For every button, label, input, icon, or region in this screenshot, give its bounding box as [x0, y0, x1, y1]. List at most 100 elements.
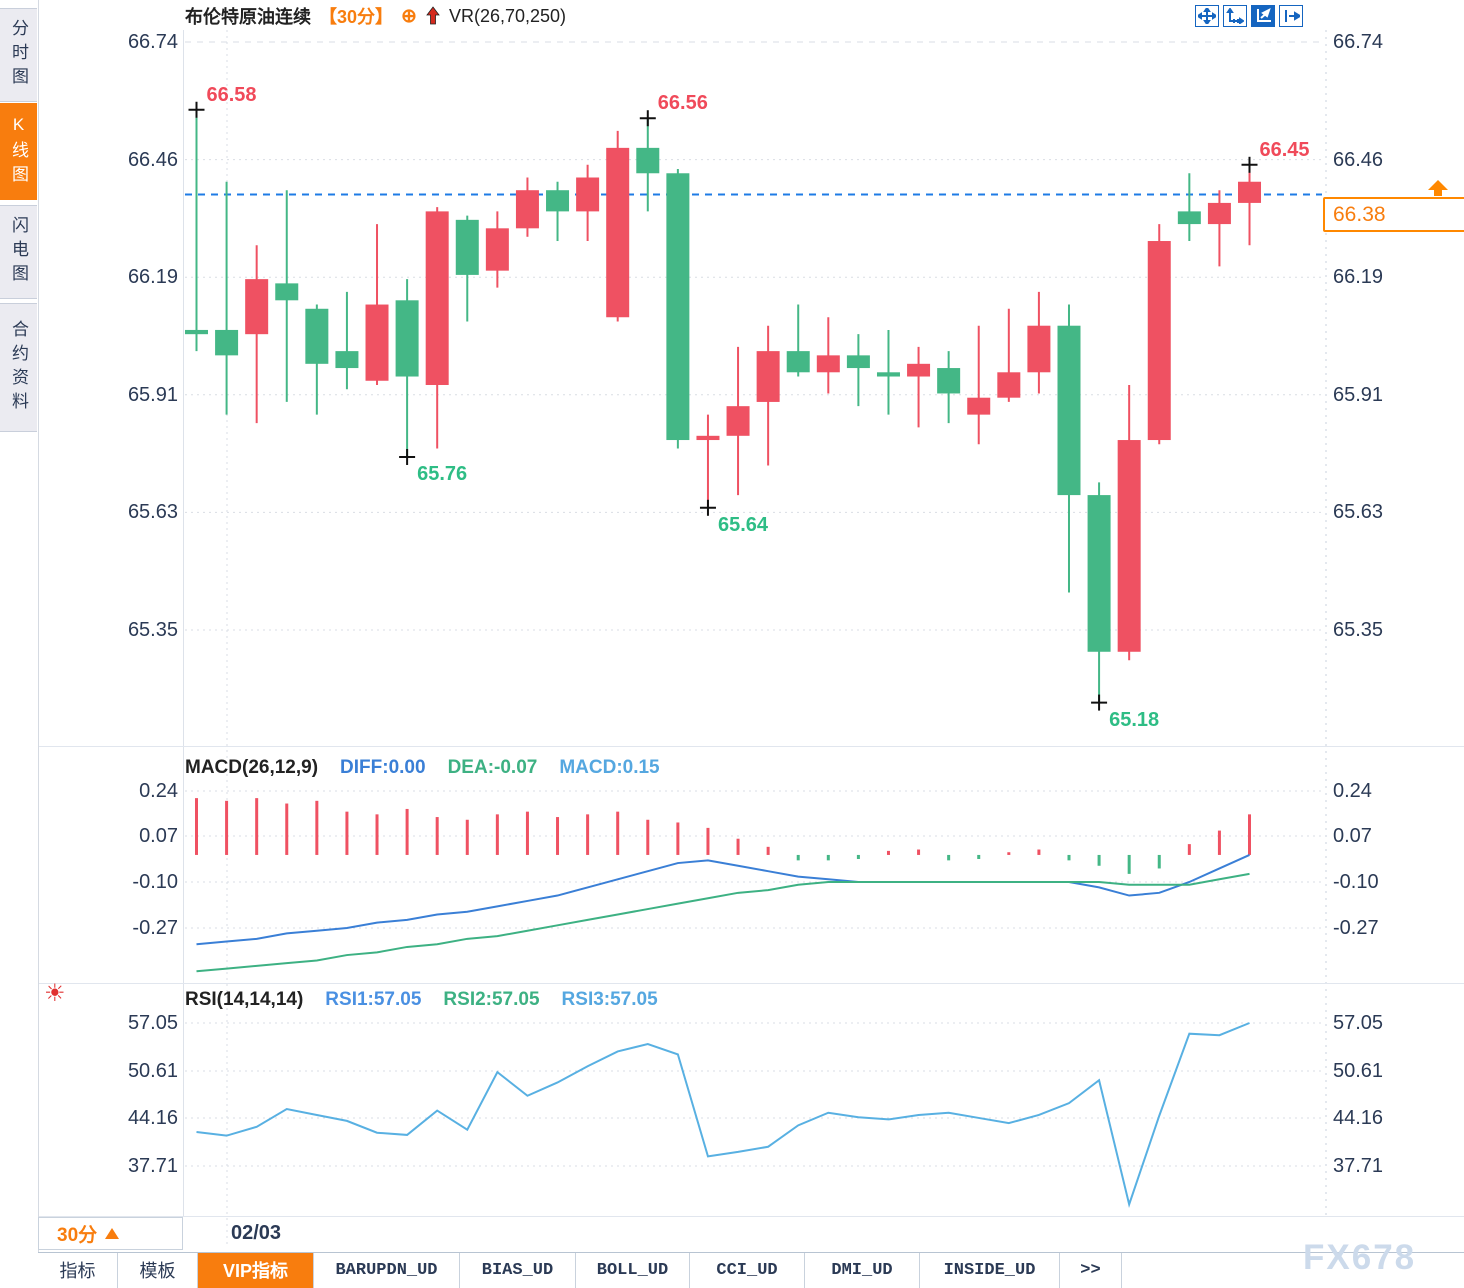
price-marker-arrow-icon	[1428, 180, 1448, 196]
candle-body	[185, 329, 208, 335]
rsi-axis-label: 50.61	[127, 1060, 178, 1082]
macd-title: MACD(26,12,9)	[185, 757, 319, 778]
rsi-axis-label: 37.71	[127, 1155, 178, 1177]
candle-body	[907, 363, 931, 377]
macd-axis-label: -0.10	[132, 871, 178, 893]
macd-axis-label: -0.27	[1333, 917, 1379, 939]
candle-body	[1117, 440, 1141, 652]
sidebar-tab-1[interactable]: K线图	[0, 103, 37, 200]
macd-axis-label: 0.24	[139, 780, 178, 802]
rsi-axis-label: 57.05	[127, 1012, 178, 1034]
pane-separator	[38, 983, 1464, 984]
price-extreme-label: 66.56	[657, 92, 708, 115]
rsi-title: RSI(14,14,14)	[185, 989, 304, 1010]
add-indicator-icon[interactable]: ⊕	[401, 5, 417, 27]
bottom-tab-3[interactable]: BARUPDN_UD	[314, 1253, 460, 1288]
pan-move-icon[interactable]	[1195, 5, 1219, 27]
candle-body	[1147, 241, 1171, 441]
bottom-tab-0[interactable]: 指标	[38, 1253, 118, 1288]
bottom-tab-8[interactable]: INSIDE_UD	[920, 1253, 1060, 1288]
candle-body	[546, 190, 570, 212]
candle-body	[726, 406, 750, 436]
chart-toolbar	[1195, 5, 1303, 27]
price-axis-label: 65.63	[127, 501, 178, 524]
collapse-panel-icon[interactable]	[1279, 5, 1303, 27]
candle-body	[455, 219, 479, 275]
candle-body	[1238, 181, 1262, 203]
macd-axis-label: 0.07	[1333, 825, 1372, 847]
candle-body	[215, 329, 239, 356]
hot-indicator-sun-icon[interactable]: ☀	[44, 980, 66, 1007]
watermark: FX678	[1303, 1238, 1417, 1277]
candle-body	[937, 368, 961, 394]
bottom-tab-5[interactable]: BOLL_UD	[576, 1253, 690, 1288]
candle-body	[696, 435, 720, 441]
macd-legend: MACD(26,12,9) DIFF:0.00 DEA:-0.07 MACD:0…	[185, 757, 660, 779]
candle-body	[967, 397, 991, 415]
candle-body	[1177, 211, 1201, 225]
candle-body	[515, 190, 539, 229]
bottom-tab-1[interactable]: 模板	[118, 1253, 198, 1288]
sidebar-tab-2[interactable]: 闪电图	[0, 205, 37, 299]
left-sidebar: 分时图 K线图闪电图合约资料	[0, 0, 39, 1288]
candle-body	[756, 351, 780, 402]
candle-body	[395, 300, 419, 377]
candle-body	[1027, 325, 1051, 373]
bottom-tab-7[interactable]: DMI_UD	[805, 1253, 920, 1288]
price-axis-label: 66.74	[127, 31, 178, 53]
candle-body	[1087, 495, 1111, 652]
rsi-axis-label: 57.05	[1333, 1012, 1384, 1034]
axis-zoom-icon[interactable]	[1223, 5, 1247, 27]
candle-body	[576, 177, 600, 212]
bottom-tab-6[interactable]: CCI_UD	[690, 1253, 805, 1288]
rsi-axis-label: 44.16	[127, 1107, 178, 1129]
price-extreme-label: 65.18	[1109, 708, 1160, 731]
sidebar-tab-0[interactable]: 分时图	[0, 8, 37, 102]
price-axis-label: 66.46	[127, 148, 178, 171]
price-axis-label: 65.91	[1333, 383, 1384, 406]
symbol-title: 布伦特原油连续	[185, 7, 311, 27]
pane-separator	[38, 1216, 1464, 1217]
price-axis-label: 65.35	[1333, 619, 1384, 641]
indicator-tab-bar: 指标 模板 VIP指标 BARUPDN_UD BIAS_UD BOLL_UD CCI_UD D…	[38, 1252, 1464, 1288]
price-extreme-label: 66.58	[206, 83, 257, 106]
candle-body	[606, 147, 630, 318]
candle-body	[275, 283, 299, 301]
vr-indicator-label: VR(26,70,250)	[448, 5, 567, 26]
interval-up-triangle-icon	[105, 1228, 120, 1239]
pane-separator	[38, 746, 1464, 747]
interval-selector[interactable]: 30分	[38, 1217, 183, 1250]
candle-body	[365, 304, 389, 381]
candle-body	[245, 279, 269, 335]
price-axis-label: 66.74	[1333, 31, 1384, 53]
bottom-tab-9[interactable]: >>	[1060, 1253, 1122, 1288]
candle-body	[666, 173, 690, 441]
price-axis-label: 65.91	[127, 383, 178, 406]
interval-tag[interactable]: 【30分】	[319, 7, 394, 27]
sidebar-tab-3[interactable]: 合约资料	[0, 303, 37, 432]
date-axis-label: 02/03	[231, 1222, 282, 1244]
bottom-tab-2[interactable]: VIP指标	[198, 1253, 314, 1288]
rsi-legend: RSI(14,14,14) RSI1:57.05 RSI2:57.05 RSI3…	[185, 989, 658, 1011]
indicator-line	[196, 1022, 1250, 1208]
rsi-axis-label: 37.71	[1333, 1155, 1384, 1177]
price-extreme-label: 66.45	[1259, 138, 1310, 161]
price-axis-label: 66.19	[127, 266, 178, 289]
candle-body	[485, 228, 509, 271]
rsi-axis-label: 44.16	[1333, 1107, 1384, 1129]
axis-scale-icon[interactable]	[1251, 5, 1275, 27]
price-extreme-label: 65.64	[717, 513, 769, 536]
rsi1-value: RSI1:57.05	[325, 989, 422, 1010]
macd-axis-label: -0.27	[132, 917, 178, 939]
macd-hist-value: MACD:0.15	[559, 757, 660, 778]
macd-diff-value: DIFF:0.00	[340, 757, 426, 778]
macd-axis-label: 0.24	[1333, 780, 1372, 802]
bottom-tab-4[interactable]: BIAS_UD	[460, 1253, 576, 1288]
rsi3-value: RSI3:57.05	[561, 989, 658, 1010]
candle-body	[876, 372, 900, 377]
macd-dea-value: DEA:-0.07	[447, 757, 538, 778]
macd-axis-label: 0.07	[139, 825, 178, 847]
rsi-axis-label: 50.61	[1333, 1060, 1384, 1082]
candle-body	[997, 372, 1021, 398]
